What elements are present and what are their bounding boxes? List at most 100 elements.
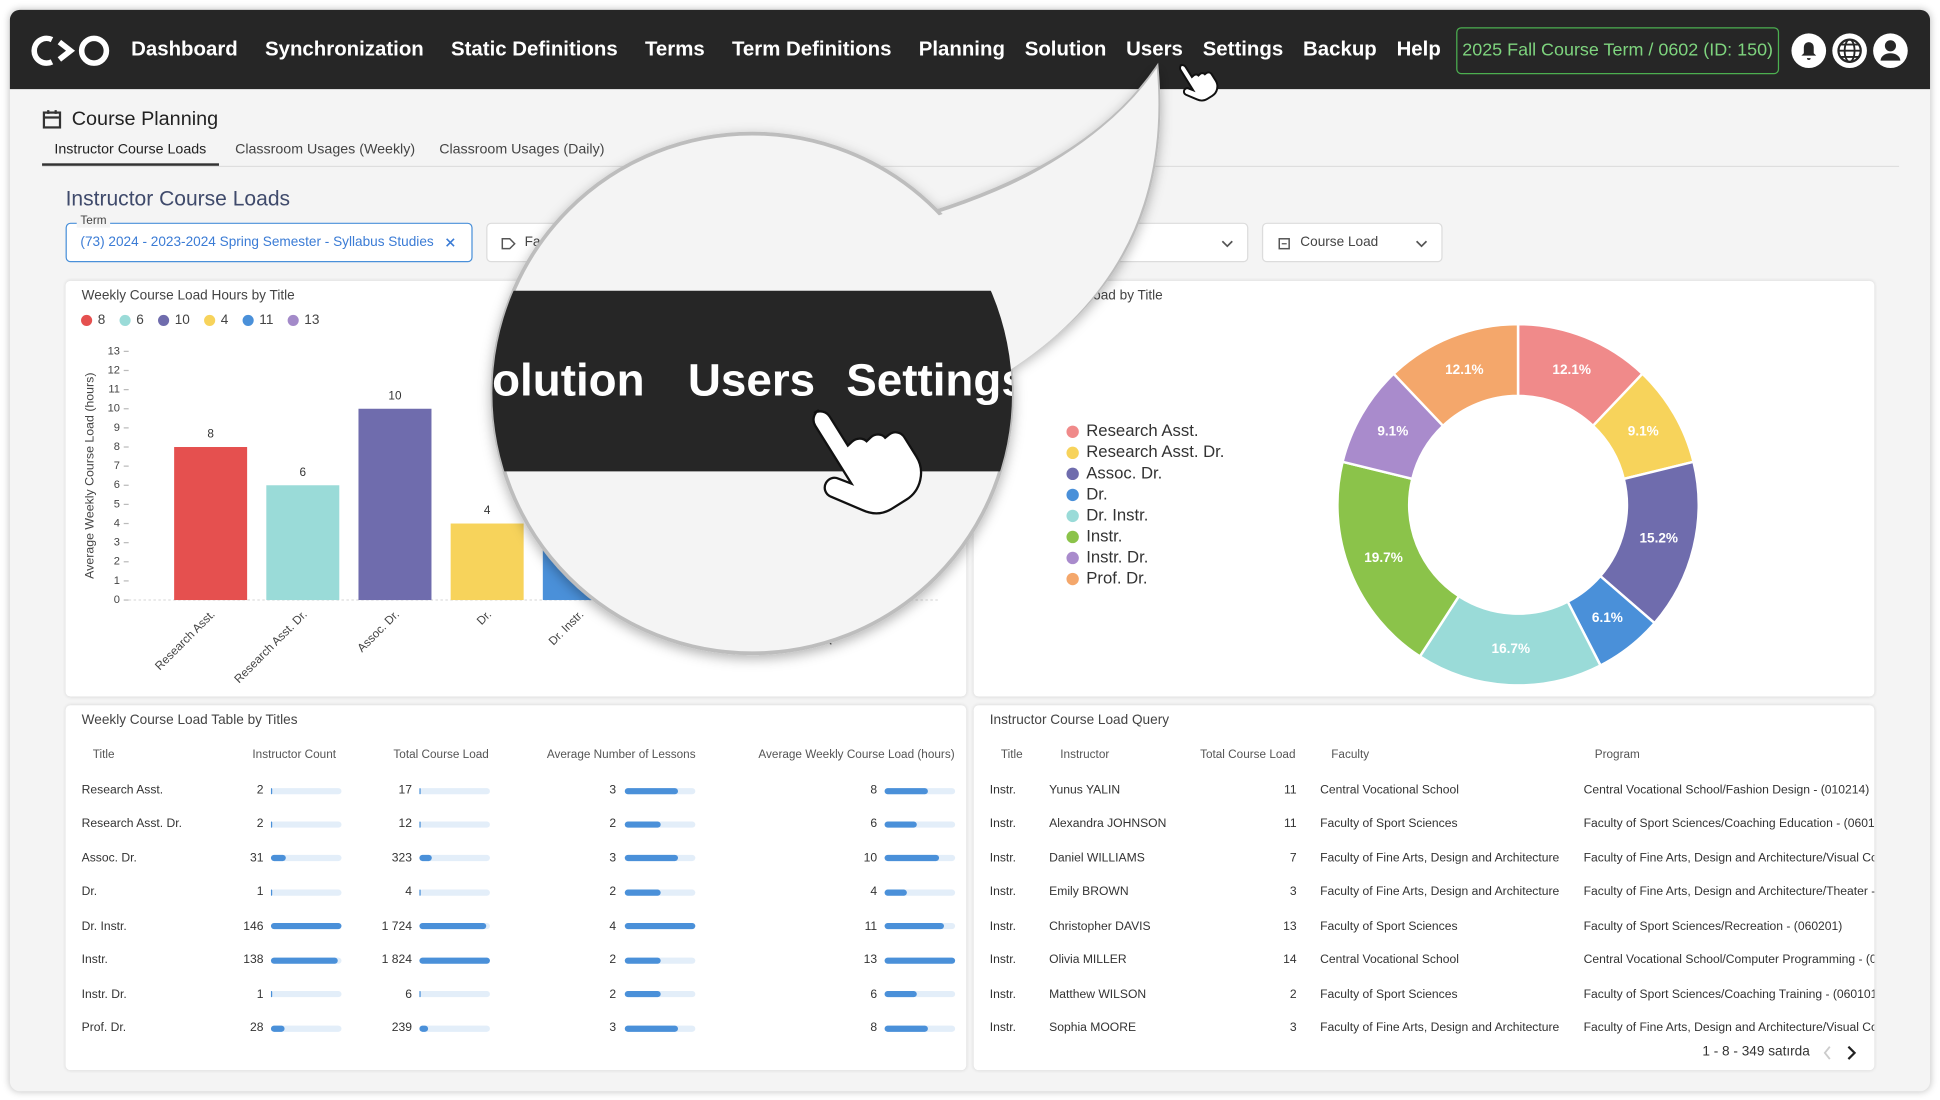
pager-arrows xyxy=(1823,1045,1857,1060)
legend-label[interactable]: Assoc. Dr. xyxy=(1086,463,1162,482)
tab[interactable]: Instructor Course Loads xyxy=(54,142,207,158)
clear-icon[interactable] xyxy=(445,238,455,248)
progress-bar xyxy=(419,855,432,862)
menu-item[interactable]: Dashboard xyxy=(131,38,245,62)
prev-page[interactable] xyxy=(1823,1046,1831,1060)
bell-icon[interactable] xyxy=(1791,33,1827,69)
cell-title: Instr. xyxy=(81,953,108,968)
cell-instructor: Christopher DAVIS xyxy=(1049,919,1151,934)
menu-item[interactable]: Settings xyxy=(1203,38,1284,62)
zoomed-nav xyxy=(492,290,1013,472)
legend-label[interactable]: Instr. xyxy=(1086,526,1122,545)
progress-bar xyxy=(624,1025,678,1032)
menu-item[interactable]: Planning xyxy=(919,38,1005,62)
cell-number: 1 xyxy=(256,987,264,1002)
cell-number: 2 xyxy=(609,953,617,968)
y-tick-label: 3 xyxy=(114,537,120,549)
cell-number: 10 xyxy=(863,851,878,866)
bar-value-label: 8 xyxy=(207,428,214,441)
cell-number: 4 xyxy=(405,885,412,900)
term-button[interactable]: 2025 Fall Course Term / 0602 (ID: 150) xyxy=(1456,27,1780,75)
legend-label[interactable]: Research Asst. Dr. xyxy=(1086,442,1224,461)
slice-label: 16.7% xyxy=(1492,641,1531,656)
cell-number: 4 xyxy=(609,919,617,934)
menu-item[interactable]: Terms xyxy=(645,38,712,62)
cell-number: 2 xyxy=(256,817,264,832)
progress-bar xyxy=(624,787,678,794)
cell-faculty: Faculty of Fine Arts, Design and Archite… xyxy=(1320,851,1560,866)
tab[interactable]: Classroom Usages (Weekly) xyxy=(235,142,416,158)
next-page[interactable] xyxy=(1847,1045,1857,1060)
cell-faculty: Faculty of Sport Sciences xyxy=(1320,919,1458,934)
legend-marker xyxy=(1066,530,1079,544)
course-load-filter[interactable]: Course Load xyxy=(1261,222,1443,263)
progress-bar xyxy=(419,923,487,930)
nav-icons xyxy=(1791,33,1908,69)
cell-number: 11 xyxy=(1284,817,1297,832)
term-filter[interactable]: Term (73) 2024 - 2023-2024 Spring Semest… xyxy=(65,214,473,263)
menu-item[interactable]: Solution xyxy=(1025,38,1107,62)
slice-label: 15.2% xyxy=(1639,530,1678,545)
logo[interactable] xyxy=(30,32,114,69)
cell-number: 28 xyxy=(250,1021,264,1036)
progress-bar xyxy=(624,821,661,828)
cell-program: Faculty of Fine Arts, Design and Archite… xyxy=(1583,851,1875,866)
progress-track xyxy=(270,1025,342,1032)
menu-item[interactable]: Static Definitions xyxy=(451,38,625,62)
legend-label[interactable]: Dr. xyxy=(1086,484,1107,503)
donut-slice xyxy=(1391,322,1520,428)
menu-item[interactable]: Users xyxy=(1126,38,1183,62)
legend-label: 4 xyxy=(221,312,229,327)
legend-marker xyxy=(1066,509,1079,523)
menu-item[interactable]: Synchronization xyxy=(265,38,431,62)
cell-number: 8 xyxy=(870,783,878,798)
cell-number: 17 xyxy=(398,783,412,798)
slice-label: 19.7% xyxy=(1364,550,1403,565)
user-icon[interactable] xyxy=(1873,33,1908,69)
progress-track xyxy=(419,889,490,896)
cell-faculty: Faculty of Fine Arts, Design and Archite… xyxy=(1320,1021,1560,1036)
globe-icon[interactable] xyxy=(1832,33,1867,69)
cell-program: Faculty of Fine Arts, Design and Archite… xyxy=(1583,1021,1875,1036)
cell-program: Central Vocational School/Computer Progr… xyxy=(1583,953,1875,968)
cell-number: 7 xyxy=(1289,851,1297,866)
cell-number: 4 xyxy=(870,885,878,900)
slice-label: 9.1% xyxy=(1377,424,1408,439)
column-header: Total Course Load xyxy=(1200,747,1296,762)
legend-label[interactable]: Research Asst. xyxy=(1086,421,1198,440)
menu-item[interactable]: Help xyxy=(1397,38,1449,62)
cell-instructor: Alexandra JOHNSON xyxy=(1049,817,1167,832)
menu-item[interactable]: Backup xyxy=(1303,38,1377,62)
menu: Dashboard Synchronization Static Definitio… xyxy=(131,10,1468,89)
legend-marker xyxy=(204,314,216,327)
progress-track xyxy=(419,787,490,794)
pagination: 1 - 8 - 349 satırda xyxy=(1702,1044,1810,1060)
progress-track xyxy=(624,991,696,998)
menu-label: Synchronization xyxy=(264,37,424,61)
bar-value-label: 4 xyxy=(484,504,491,517)
progress-bar xyxy=(624,991,661,998)
cell-number: 3 xyxy=(1289,885,1297,900)
nav-bar xyxy=(9,9,1931,90)
legend-label: 8 xyxy=(98,312,106,327)
menu-label: Static Definitions xyxy=(450,37,618,61)
legend-label[interactable]: Dr. Instr. xyxy=(1086,505,1148,524)
progress-bar xyxy=(884,855,939,862)
legend-marker xyxy=(119,314,131,327)
load-table-card xyxy=(65,705,967,1071)
menu-item[interactable]: Term Definitions xyxy=(732,38,899,62)
legend-label[interactable]: Instr. Dr. xyxy=(1086,547,1148,566)
column-header: Total Course Load xyxy=(393,747,489,762)
progress-bar xyxy=(419,787,421,794)
column-header: Average Weekly Course Load (hours) xyxy=(758,747,955,762)
tab-divider xyxy=(42,165,1900,168)
cell-number: 6 xyxy=(870,987,878,1002)
cell-number: 3 xyxy=(1289,1021,1297,1036)
legend-marker xyxy=(1066,551,1079,565)
bar xyxy=(450,523,524,601)
progress-bar xyxy=(270,855,286,862)
cell-title: Instr. xyxy=(989,885,1017,900)
tab[interactable]: Classroom Usages (Daily) xyxy=(439,142,605,158)
legend-label[interactable]: Prof. Dr. xyxy=(1086,568,1147,587)
cell-program: Faculty of Fine Arts, Design and Archite… xyxy=(1583,885,1875,900)
